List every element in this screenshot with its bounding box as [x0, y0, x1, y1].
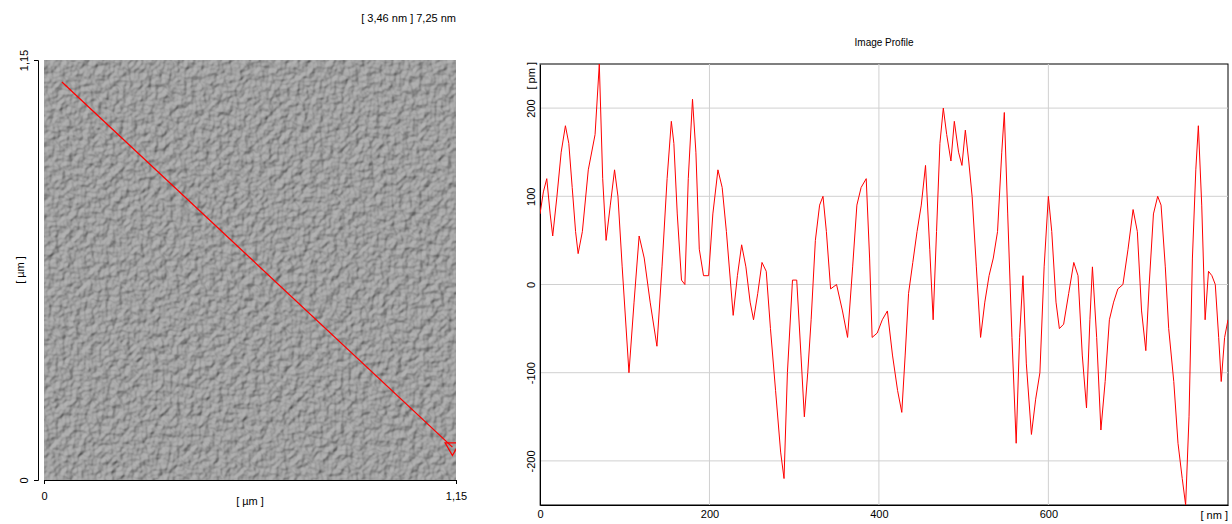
tick-label: -100 [525, 362, 537, 384]
profile-line [62, 82, 453, 447]
x-axis-title: [ µm ] [236, 495, 264, 507]
grid-line [540, 460, 1228, 461]
grid-line [540, 372, 1228, 373]
axis-line [34, 61, 39, 481]
afm-image [44, 60, 456, 480]
tick: 0 [41, 480, 47, 502]
plot-frame [540, 64, 1228, 505]
tick-label: 0 [525, 282, 537, 288]
tick-mark [44, 480, 45, 484]
grid [540, 64, 1228, 505]
line-end-marker [445, 443, 456, 455]
grid-line [540, 64, 541, 505]
tick-label: 1,15 [446, 490, 467, 502]
tick-label: 200 [701, 508, 719, 520]
x-axis-title: [ nm ] [1200, 509, 1228, 521]
tick-label: 100 [525, 188, 537, 206]
tick: 1,15 [446, 480, 467, 502]
tick: -100 [525, 362, 540, 384]
tick-mark [34, 60, 38, 61]
x-axis: 0 200 400 600 [537, 505, 1228, 520]
tick-label: 1,15 [18, 50, 30, 71]
tick-label: 0 [18, 477, 30, 483]
tick: 400 [870, 505, 888, 520]
axis-line [540, 65, 541, 506]
grid-line [540, 284, 1228, 285]
tick: 200 [701, 505, 719, 520]
y-axis-title: [ pm ] [525, 62, 537, 90]
tick: 0 [18, 477, 38, 483]
tick-label: 0 [537, 508, 543, 520]
tick-label: 600 [1040, 508, 1058, 520]
overlay [62, 82, 456, 456]
tick-mark [34, 480, 38, 481]
chart-title: Image Profile [855, 37, 914, 48]
grid-line [540, 196, 1228, 197]
y-axis: -200 -100 0 100 200 [525, 65, 541, 506]
tick: -200 [525, 450, 540, 472]
tick: 0 [537, 505, 543, 520]
plot-area [540, 64, 1228, 505]
y-axis-title: [ µm ] [14, 256, 26, 284]
tick-label: -200 [525, 450, 537, 472]
axis-line [45, 481, 457, 485]
tick-label: 200 [525, 99, 537, 117]
tick: 100 [525, 188, 540, 206]
color-range: [ 3,46 nm ] 7,25 nm [361, 12, 456, 24]
profile-line [540, 64, 1228, 505]
tick: 0 [525, 282, 540, 288]
axis-line [541, 505, 1229, 506]
page: 0 1,15 0 1,15 [ µm ] [ µm ] [ 3,46 nm ] 7,25 n… [0, 0, 1232, 524]
tick: 600 [1040, 505, 1058, 520]
tick-label: 400 [870, 508, 888, 520]
tick: 200 [525, 99, 540, 117]
grid-line [540, 108, 1228, 109]
tick-mark [456, 480, 457, 484]
tick: 1,15 [18, 50, 38, 71]
tick-label: 0 [41, 490, 47, 502]
